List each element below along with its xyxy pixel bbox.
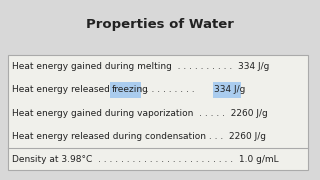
Text: Heat energy gained during vaporization  . . . . .  2260 J/g: Heat energy gained during vaporization .… (12, 109, 268, 118)
Text: Heat energy gained during melting  . . . . . . . . . .  334 J/g: Heat energy gained during melting . . . … (12, 62, 269, 71)
Bar (213, 82, 241, 98)
Text: Heat energy released during condensation . . .  2260 J/g: Heat energy released during condensation… (12, 132, 266, 141)
Bar (110, 82, 141, 98)
Text: Properties of Water: Properties of Water (86, 18, 234, 31)
Text: Density at 3.98°C  . . . . . . . . . . . . . . . . . . . . . . . .  1.0 g/mL: Density at 3.98°C . . . . . . . . . . . … (12, 154, 279, 163)
Text: Heat energy released during: Heat energy released during (12, 85, 145, 94)
Text: freezing: freezing (111, 85, 148, 94)
Text: . . . . . . . . .: . . . . . . . . . (140, 85, 200, 94)
Text: 334 J/g: 334 J/g (214, 85, 246, 94)
Bar (8, 55, 308, 170)
